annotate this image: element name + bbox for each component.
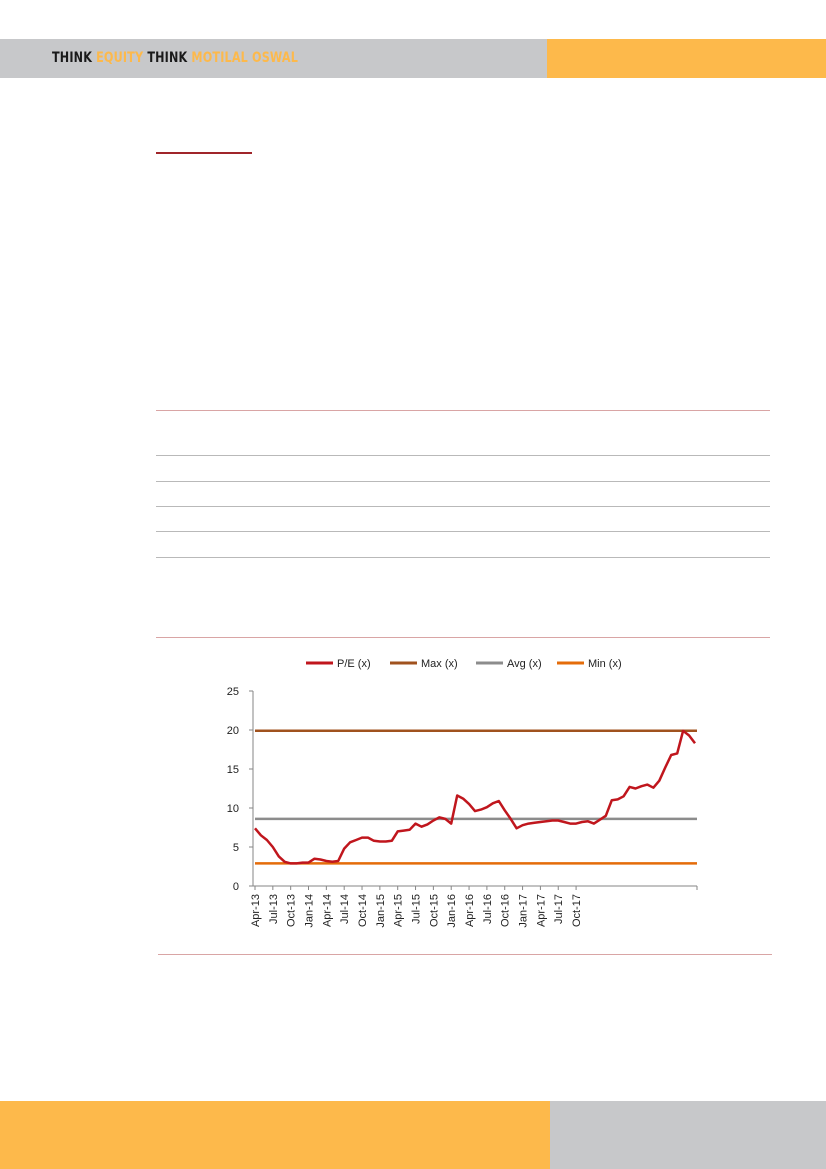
legend-pe-label: P/E (x) <box>337 658 371 670</box>
x-tick-label: Apr-17 <box>535 894 547 927</box>
x-tick-label: Oct-15 <box>428 894 440 927</box>
x-tick-label: Apr-16 <box>464 894 476 927</box>
y-tick-label: 15 <box>227 764 239 776</box>
footer-orange-bar <box>0 1101 550 1169</box>
y-tick-label: 20 <box>227 725 239 737</box>
header-orange-bar <box>547 39 826 78</box>
x-tick-label: Jul-17 <box>553 894 565 924</box>
x-tick-label: Oct-17 <box>571 894 583 927</box>
table-row-divider <box>156 531 770 532</box>
legend-min-label: Min (x) <box>588 658 622 670</box>
y-tick-label: 5 <box>233 842 239 854</box>
x-tick-label: Apr-13 <box>250 894 262 927</box>
x-tick-label: Jul-14 <box>339 894 351 924</box>
x-tick-label: Jul-16 <box>482 894 494 924</box>
x-tick-label: Oct-16 <box>500 894 512 927</box>
brand-think-1: THINK <box>52 50 93 66</box>
y-tick-label: 25 <box>227 686 239 698</box>
y-tick-label: 10 <box>227 803 239 815</box>
x-tick-label: Oct-14 <box>357 894 369 927</box>
x-tick-label: Jan-14 <box>304 894 316 928</box>
y-tick-label: 0 <box>233 881 239 893</box>
header-gray-bar <box>0 39 547 78</box>
legend-max-label: Max (x) <box>421 658 458 670</box>
chart-top-rule <box>156 637 770 638</box>
table-row-divider <box>156 455 770 456</box>
brand-equity: EQUITY <box>96 50 144 66</box>
brand-think-2: THINK <box>147 50 188 66</box>
x-tick-label: Jul-13 <box>268 894 280 924</box>
x-tick-label: Oct-13 <box>286 894 298 927</box>
brand-tagline: THINK EQUITY THINK MOTILAL OSWAL <box>52 50 298 66</box>
x-tick-label: Apr-15 <box>393 894 405 927</box>
table-row-divider <box>156 481 770 482</box>
table-row-divider <box>156 506 770 507</box>
x-tick-label: Jan-16 <box>446 894 458 928</box>
x-tick-label: Jan-15 <box>375 894 387 928</box>
x-tick-label: Apr-14 <box>321 894 333 927</box>
section-title-underline <box>156 152 252 154</box>
brand-motilal-oswal: MOTILAL OSWAL <box>191 50 299 66</box>
pe-series-line <box>254 729 696 865</box>
footer-gray-bar <box>550 1101 826 1169</box>
x-tick-label: Jul-15 <box>411 894 423 924</box>
chart-bottom-rule <box>158 954 772 955</box>
x-tick-label: Jan-17 <box>518 894 530 928</box>
table-bottom-rule <box>156 557 770 558</box>
legend-avg-label: Avg (x) <box>507 658 542 670</box>
table-top-rule <box>156 410 770 411</box>
